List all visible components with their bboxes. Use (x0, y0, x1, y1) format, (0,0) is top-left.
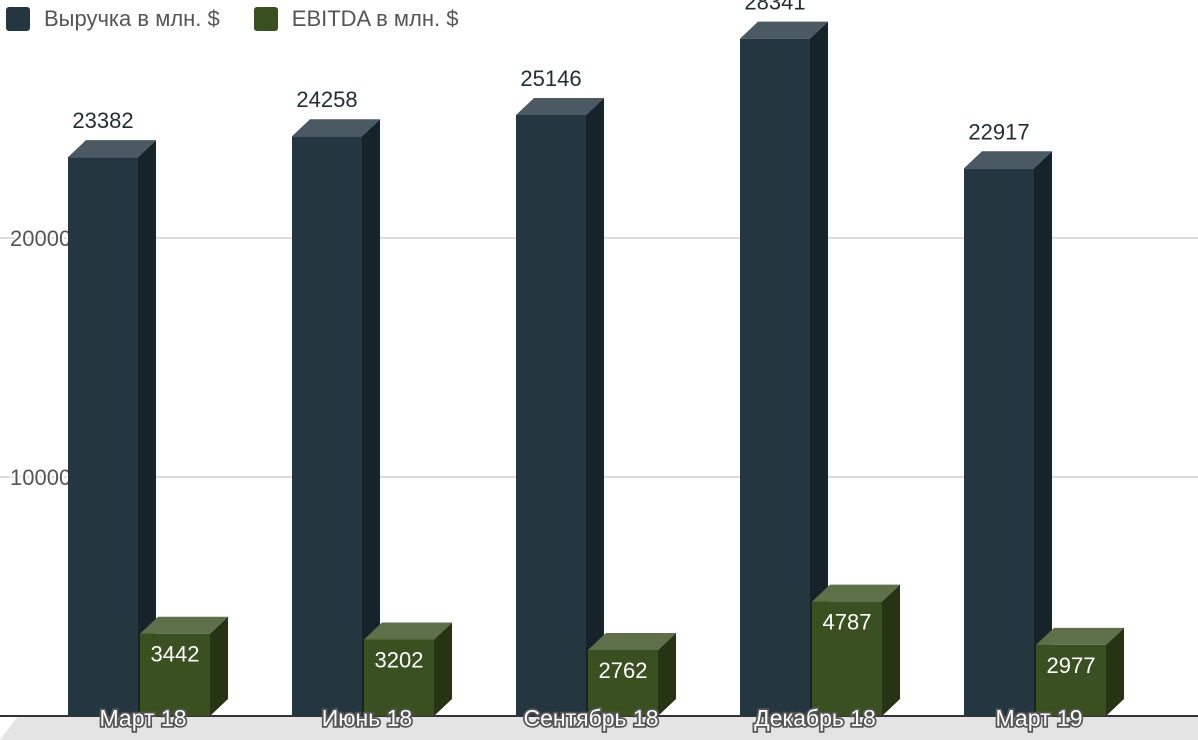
bar-revenue-side (362, 119, 380, 716)
data-label-revenue: 24258 (296, 87, 357, 112)
data-label-ebitda: 4787 (823, 610, 872, 635)
x-tick-label: Сентябрь 18 (523, 705, 658, 731)
data-label-ebitda: 3442 (151, 642, 200, 667)
bar-ebitda-top (364, 622, 452, 640)
chart-legend: Выручка в млн. $ EBITDA в млн. $ (6, 6, 459, 32)
data-label-revenue: 23382 (72, 108, 133, 133)
bar-ebitda-side (434, 622, 452, 716)
bar-revenue-front (292, 136, 362, 717)
bar-revenue-top (68, 140, 156, 158)
bar-ebitda-top (812, 584, 900, 602)
bar-revenue-front (68, 157, 138, 717)
data-label-revenue: 25146 (520, 66, 581, 91)
x-tick-label: Декабрь 18 (754, 705, 876, 731)
bar-ebitda-top (140, 616, 228, 634)
bar-revenue-front (740, 38, 810, 717)
bar-revenue-top (740, 21, 828, 39)
y-tick-label: 20000 (10, 226, 71, 251)
legend-swatch-ebitda (253, 7, 278, 31)
legend-item-revenue: Выручка в млн. $ (6, 6, 220, 32)
bar-ebitda-front (1036, 644, 1106, 716)
y-tick-label: 10000 (10, 465, 71, 490)
bar-revenue-side (586, 98, 604, 716)
bar-ebitda-side (1106, 627, 1124, 716)
data-label-ebitda: 2762 (599, 658, 648, 683)
bar-ebitda-front (588, 649, 658, 716)
chart-floor (0, 716, 1198, 740)
bar-revenue-top (292, 119, 380, 137)
bar-revenue-front (964, 168, 1034, 717)
bar-ebitda-top (588, 632, 676, 650)
x-tick-label: Март 19 (995, 705, 1082, 731)
bar-ebitda-front (364, 639, 434, 716)
data-label-revenue: 28341 (744, 0, 805, 15)
data-label-ebitda: 3202 (375, 647, 424, 672)
x-tick-label: Июнь 18 (322, 705, 412, 731)
bar-revenue-side (1034, 151, 1052, 717)
legend-label-revenue: Выручка в млн. $ (44, 6, 220, 31)
x-tick-label: Март 18 (99, 705, 186, 731)
bar-ebitda-side (658, 632, 676, 716)
bar-revenue-side (138, 140, 156, 717)
bar-ebitda-top (1036, 627, 1124, 645)
legend-item-ebitda: EBITDA в млн. $ (253, 6, 459, 32)
bar-ebitda-front (812, 601, 882, 716)
data-label-revenue: 22917 (968, 119, 1029, 144)
bar-revenue-top (516, 98, 604, 116)
data-label-ebitda: 2977 (1047, 653, 1096, 678)
bar-ebitda-side (210, 616, 228, 716)
bar-revenue-side (810, 21, 828, 717)
bar-revenue-front (516, 115, 586, 716)
bar-ebitda-front (140, 633, 210, 716)
bar-revenue-top (964, 151, 1052, 169)
bar-ebitda-side (882, 584, 900, 716)
legend-swatch-revenue (6, 7, 30, 31)
legend-label-ebitda: EBITDA в млн. $ (291, 6, 459, 31)
